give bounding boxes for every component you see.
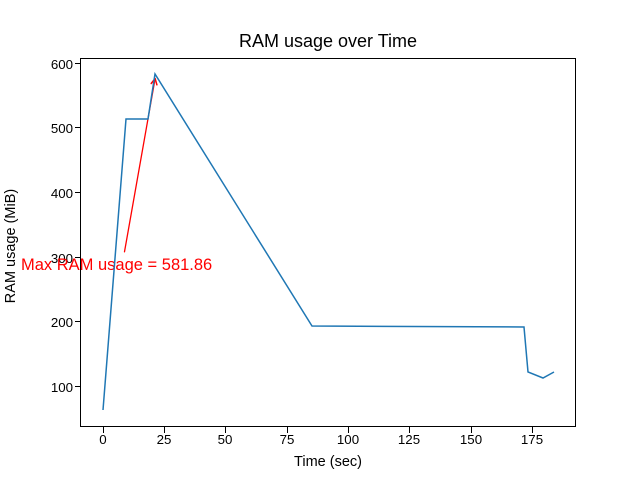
svg-text:150: 150 [460,432,482,447]
svg-text:Time (sec): Time (sec) [294,454,362,470]
svg-text:100: 100 [337,432,359,447]
svg-text:100: 100 [51,380,73,395]
svg-text:75: 75 [280,432,295,447]
svg-text:200: 200 [51,315,73,330]
svg-text:400: 400 [51,186,73,201]
svg-text:600: 600 [51,57,73,72]
svg-text:500: 500 [51,121,73,136]
svg-text:125: 125 [398,432,420,447]
svg-text:RAM usage (MiB): RAM usage (MiB) [3,189,19,303]
svg-text:50: 50 [218,432,233,447]
svg-text:Max RAM usage = 581.86: Max RAM usage = 581.86 [21,256,212,274]
svg-text:25: 25 [157,432,172,447]
svg-text:175: 175 [521,432,543,447]
svg-text:0: 0 [99,432,106,447]
svg-text:RAM usage over Time: RAM usage over Time [239,31,417,51]
